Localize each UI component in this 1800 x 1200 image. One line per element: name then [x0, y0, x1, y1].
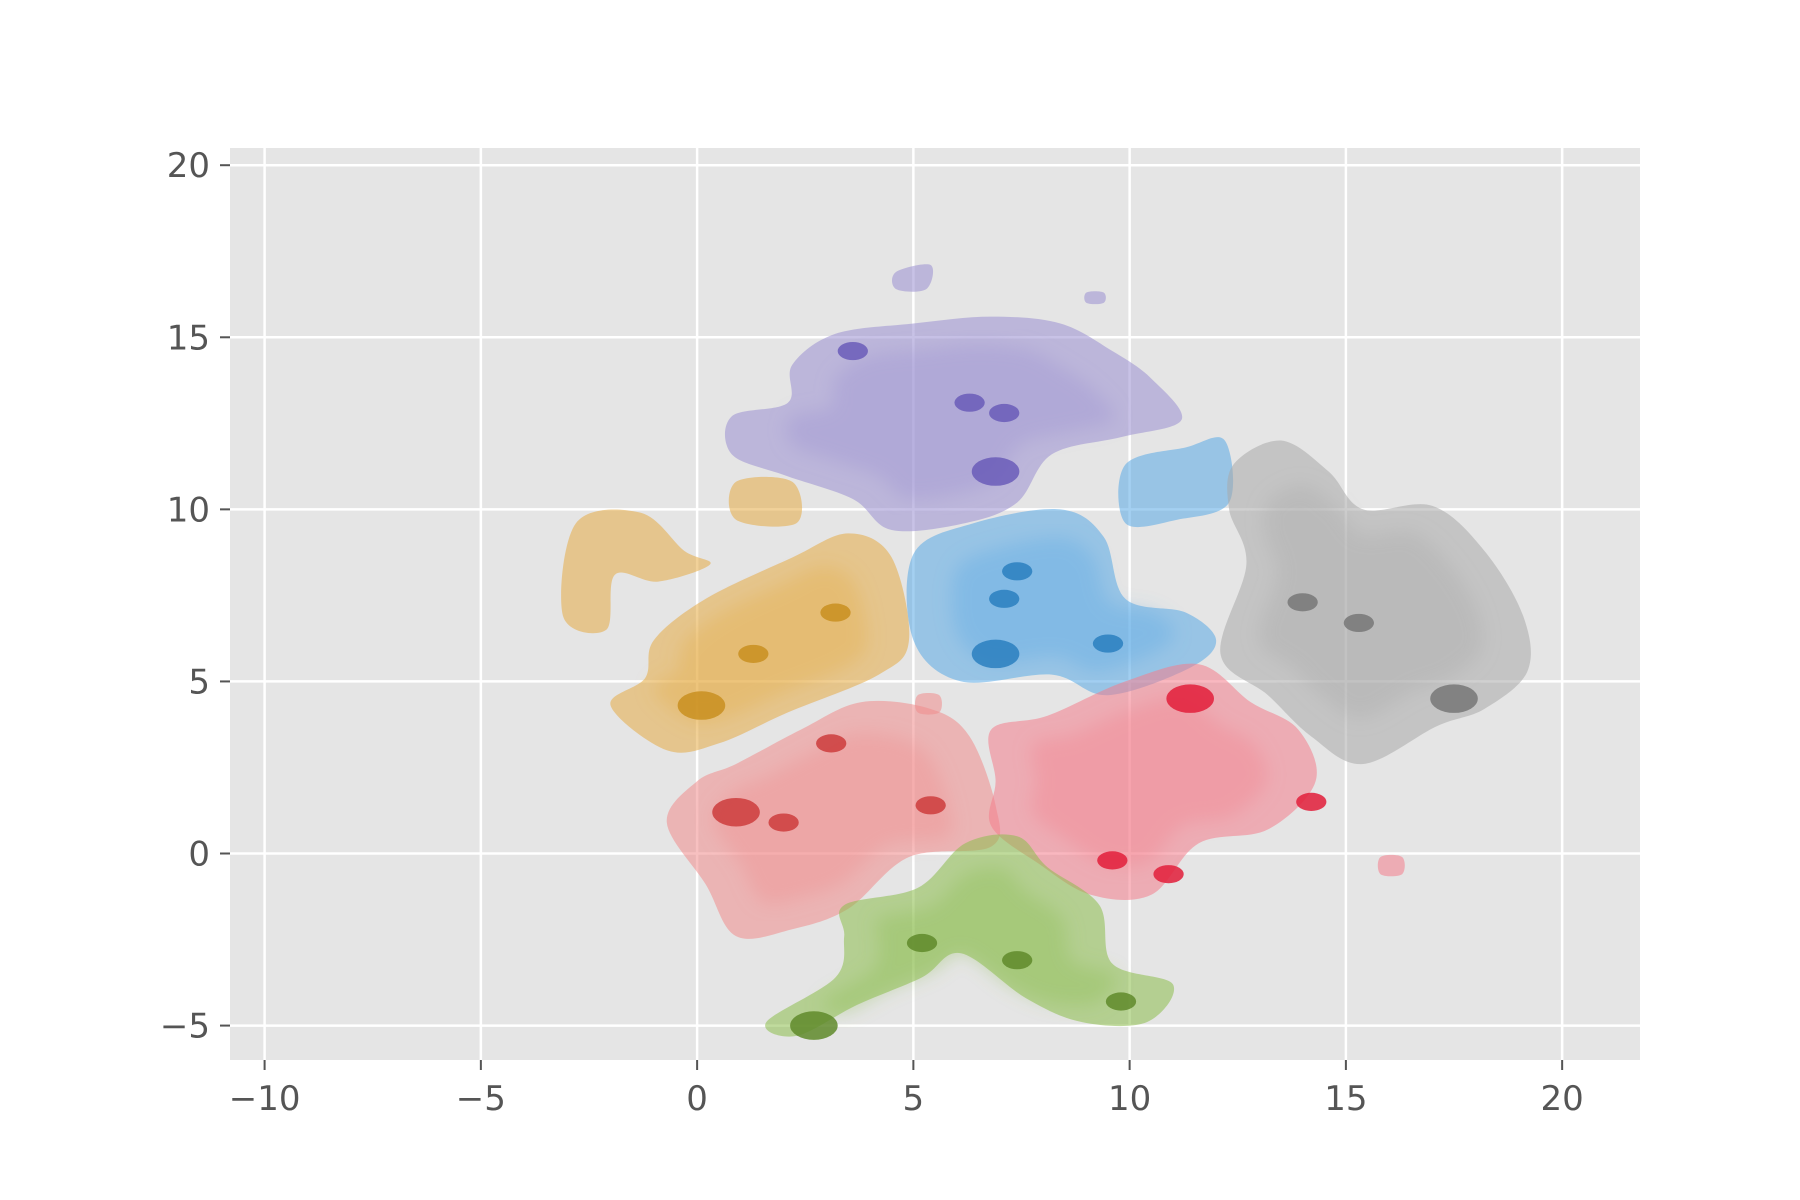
density-island: [892, 264, 934, 292]
x-tick-label: −5: [456, 1079, 506, 1119]
density-peak: [790, 1011, 838, 1040]
density-cluster: [1220, 440, 1531, 765]
density-peak: [971, 639, 1020, 669]
density-peak: [954, 393, 985, 412]
density-core: [712, 732, 953, 905]
density-peak: [1002, 562, 1033, 581]
density-clusters: [561, 264, 1531, 1040]
density-peak: [820, 603, 851, 622]
y-tick-label: 0: [188, 835, 210, 875]
x-tick-label: 10: [1108, 1079, 1151, 1119]
density-cluster: [906, 437, 1234, 696]
density-core: [1258, 484, 1483, 718]
density-peak: [816, 734, 847, 753]
density-core: [821, 867, 1117, 1013]
density-core: [785, 344, 1116, 500]
density-peak: [1105, 992, 1137, 1011]
y-axis: −5 0 5 10 15 20: [160, 146, 230, 1047]
y-tick-label: −5: [160, 1007, 210, 1047]
y-tick-label: 5: [188, 662, 210, 702]
density-peak: [1002, 951, 1033, 970]
density-peak: [906, 933, 938, 953]
density-peak: [1287, 593, 1318, 612]
density-peak: [768, 813, 799, 832]
density-island: [1118, 437, 1234, 528]
density-peak: [971, 457, 1020, 486]
x-tick-label: 20: [1541, 1079, 1584, 1119]
density-core: [651, 565, 868, 724]
density-island: [561, 509, 711, 634]
density-peak: [1296, 792, 1327, 811]
density-peak: [1430, 684, 1478, 713]
density-peak: [915, 796, 946, 815]
density-peak: [1343, 613, 1375, 633]
density-peak: [1153, 865, 1184, 884]
density-core: [1030, 696, 1268, 867]
density-island: [1377, 854, 1405, 877]
x-tick-label: 0: [686, 1079, 708, 1119]
density-peak: [837, 341, 868, 361]
density-cluster: [724, 264, 1183, 532]
density-peak: [1166, 684, 1214, 713]
density-cluster: [561, 476, 910, 753]
density-peak: [1097, 851, 1128, 870]
density-island: [1084, 291, 1106, 305]
x-tick-label: 5: [903, 1079, 925, 1119]
x-tick-label: −10: [229, 1079, 301, 1119]
density-peak: [989, 589, 1020, 608]
density-peak: [1092, 634, 1124, 653]
density-island: [915, 693, 942, 715]
density-island: [728, 476, 803, 527]
density-peak: [677, 691, 726, 720]
y-tick-label: 10: [167, 490, 210, 530]
density-peak: [989, 403, 1020, 423]
density-peak: [712, 797, 760, 827]
density-cluster: [666, 693, 1001, 939]
density-peak: [738, 644, 769, 663]
density-cluster: [988, 663, 1405, 901]
x-axis: −10 −5 0 5 10 15 20: [229, 1060, 1584, 1119]
density-cluster: [765, 834, 1175, 1040]
y-tick-label: 20: [167, 146, 210, 186]
y-tick-label: 15: [167, 318, 210, 358]
x-tick-label: 15: [1324, 1079, 1367, 1119]
